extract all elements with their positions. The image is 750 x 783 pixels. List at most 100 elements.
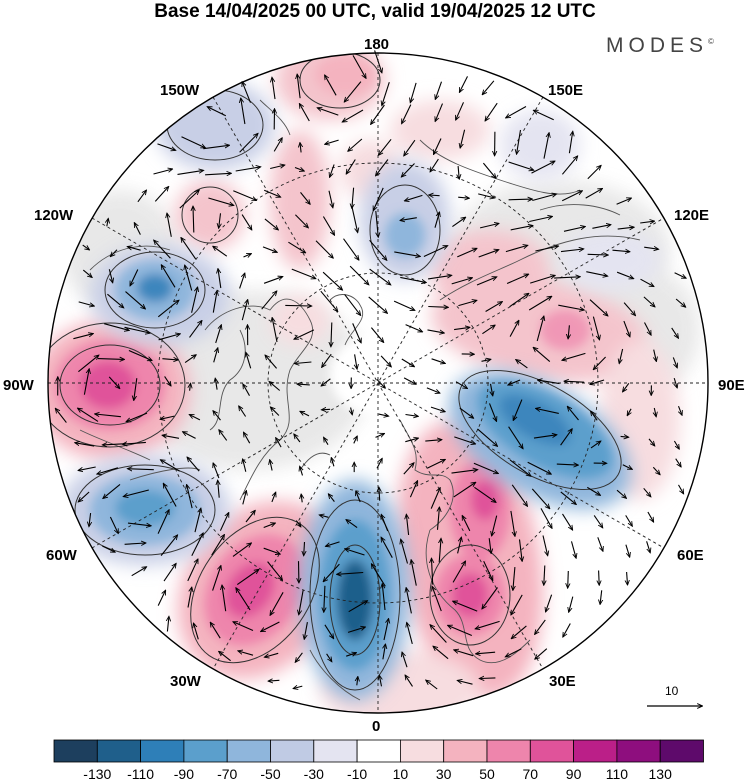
wind-arrow <box>410 82 417 102</box>
wind-arrow <box>160 535 177 556</box>
lon-label-180: 180 <box>364 36 390 53</box>
wind-arrow <box>529 217 552 223</box>
colorbar-swatch <box>356 739 401 763</box>
wind-arrow <box>674 272 686 278</box>
wind-arrow <box>218 269 222 289</box>
wind-arrow <box>300 104 310 122</box>
colorbar-tick-label: 90 <box>565 766 582 782</box>
wind-arrow <box>402 104 412 124</box>
wind-arrow <box>208 197 233 205</box>
wind-arrow <box>483 560 493 580</box>
wind-arrow <box>330 164 335 177</box>
copyright-mark: © <box>708 37 714 46</box>
lon-label-150e: 150E <box>548 82 584 99</box>
wind-arrow <box>627 571 628 585</box>
wind-arrow <box>485 302 502 312</box>
wind-arrow <box>534 348 551 363</box>
wind-arrow <box>562 513 573 530</box>
wind-arrow <box>208 107 227 117</box>
wind-arrow <box>508 379 521 385</box>
wind-arrow <box>343 109 364 122</box>
wind-arrow <box>511 484 527 506</box>
colorbar-tick-label: -130 <box>83 766 112 782</box>
wind-arrow <box>482 162 495 178</box>
wind-arrow <box>297 384 310 385</box>
wind-arrow <box>322 409 331 410</box>
wind-arrow <box>89 513 91 526</box>
wind-arrow <box>623 320 630 336</box>
wind-arrow <box>213 411 221 421</box>
wind-arrow <box>460 76 468 92</box>
wind-arrow <box>242 491 247 505</box>
wind-arrow <box>587 486 600 495</box>
wind-arrow <box>304 541 305 555</box>
wind-arrow <box>612 250 630 252</box>
wind-arrow <box>378 414 389 416</box>
wind-arrow <box>679 405 682 415</box>
lon-label-60w: 60W <box>46 547 77 564</box>
wind-arrow <box>212 566 221 591</box>
wind-arrow <box>78 301 94 306</box>
wind-arrow <box>510 510 515 536</box>
wind-arrow <box>263 189 280 197</box>
wind-arrow <box>546 594 553 612</box>
wind-arrow <box>560 249 583 253</box>
colorbar-tick-label: -90 <box>173 766 195 782</box>
wind-arrow <box>570 541 577 557</box>
lon-label-120w: 120W <box>34 207 74 224</box>
modes-logo: MODES© <box>606 34 714 58</box>
wind-arrow <box>321 378 331 386</box>
wind-arrow <box>376 159 389 176</box>
colorbar-tick-label: -10 <box>346 766 368 782</box>
wind-arrow <box>322 353 332 367</box>
wind-arrow <box>331 322 332 347</box>
wind-arrow <box>506 648 522 657</box>
wind-arrow <box>623 302 635 316</box>
wind-arrow <box>430 406 445 412</box>
wind-arrow <box>107 293 123 307</box>
wind-arrow <box>322 271 342 290</box>
lon-label-60e: 60E <box>677 547 704 564</box>
wind-arrow <box>455 381 467 389</box>
colorbar-tick-label: 110 <box>605 766 629 782</box>
wind-arrow <box>349 265 368 284</box>
wind-arrow <box>505 245 528 253</box>
wind-arrow <box>288 241 305 253</box>
map-boundary-circle <box>47 52 709 714</box>
wind-arrow <box>269 680 280 681</box>
wind-arrow <box>218 481 220 498</box>
wind-arrow <box>568 407 579 421</box>
wind-arrow <box>511 594 523 615</box>
colorbar-tick-label: 30 <box>435 766 452 782</box>
wind-arrow <box>346 520 358 529</box>
wind-arrow <box>594 356 606 369</box>
wind-arrow <box>295 214 308 228</box>
wind-arrow <box>320 515 329 517</box>
wind-arrow <box>675 458 681 467</box>
wind-arrow <box>78 355 98 373</box>
wind-arrow <box>625 544 630 557</box>
wind-arrow <box>380 355 391 367</box>
wind-arrow <box>674 377 677 388</box>
wind-arrow <box>401 358 414 367</box>
wind-arrow <box>187 588 192 608</box>
colorbar-swatch <box>183 739 228 763</box>
wind-arrow <box>325 139 339 144</box>
lon-label-30w: 30W <box>170 673 201 690</box>
colorbar-swatch <box>226 739 271 763</box>
wind-arrow <box>157 143 176 150</box>
wind-arrow <box>585 189 602 199</box>
wind-arrow <box>185 265 193 291</box>
wind-arrow <box>242 82 252 103</box>
wind-arrow <box>123 442 146 444</box>
wind-arrow <box>453 483 476 498</box>
wind-arrow <box>352 187 354 208</box>
wind-arrow <box>294 168 304 171</box>
colorbar <box>53 739 704 763</box>
wind-arrow <box>654 407 656 416</box>
wind-arrow <box>211 623 221 639</box>
wind-arrow <box>646 541 651 552</box>
wind-arrow <box>510 226 533 231</box>
wind-arrow <box>181 136 206 148</box>
wind-arrow <box>183 432 196 439</box>
